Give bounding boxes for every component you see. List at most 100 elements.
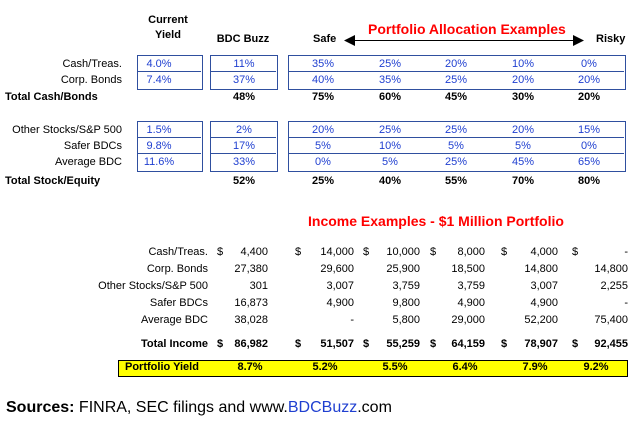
value-buzz: 4,400 <box>240 246 268 258</box>
portfolio-yield-highlight <box>118 360 628 377</box>
yield-value: 1.5% <box>146 124 172 136</box>
total-4: 70% <box>511 175 535 187</box>
row-label: Cash/Treas. <box>62 58 122 70</box>
yield-value: 4.0% <box>146 58 172 70</box>
value-4: 78,907 <box>524 338 558 350</box>
alloc-1: 40% <box>311 74 335 86</box>
value-4: 52,200 <box>524 314 558 326</box>
alloc-1: 0% <box>315 156 331 168</box>
buzz-value: 17% <box>232 140 256 152</box>
alloc-5: 0% <box>581 58 597 70</box>
buzz-value: 11% <box>233 58 255 70</box>
value-3: 4,900 <box>457 297 485 309</box>
row-label: Safer BDCs <box>63 140 122 152</box>
value-2: 5.5% <box>382 361 408 373</box>
total-2: 60% <box>378 91 402 103</box>
value-1: 3,007 <box>326 280 354 292</box>
dollar-sign: $ <box>572 338 579 350</box>
buzz-total: 48% <box>232 91 256 103</box>
dollar-sign: $ <box>363 338 370 350</box>
value-5: 14,800 <box>594 263 628 275</box>
current-yield-header-line1: Current <box>148 14 188 26</box>
total-5: 80% <box>577 175 601 187</box>
buzz-value: 33% <box>232 156 256 168</box>
value-5: 92,455 <box>594 338 628 350</box>
buzz-value: 2% <box>236 124 252 136</box>
row-label: Average BDC <box>54 156 122 168</box>
total-4: 30% <box>511 91 535 103</box>
alloc-3: 25% <box>444 74 468 86</box>
value-buzz: 8.7% <box>237 361 263 373</box>
value-4: 14,800 <box>524 263 558 275</box>
value-5: 2,255 <box>600 280 628 292</box>
value-2: 9,800 <box>392 297 420 309</box>
value-4: 4,000 <box>530 246 558 258</box>
sources-suffix: .com <box>357 399 392 416</box>
value-2: 3,759 <box>392 280 420 292</box>
allocation-title: Portfolio Allocation Examples <box>368 21 566 37</box>
value-5: - <box>624 246 628 258</box>
sources-link[interactable]: BDCBuzz <box>287 399 358 416</box>
alloc-4: 45% <box>511 156 535 168</box>
value-3: 3,759 <box>457 280 485 292</box>
alloc-3: 5% <box>448 140 464 152</box>
row-label: Portfolio Yield <box>125 361 199 373</box>
alloc-2: 25% <box>378 124 402 136</box>
value-1: 4,900 <box>326 297 354 309</box>
value-buzz: 86,982 <box>234 338 268 350</box>
alloc-5: 0% <box>581 140 597 152</box>
total-3: 45% <box>444 91 468 103</box>
yield-value: 7.4% <box>146 74 172 86</box>
value-4: 4,900 <box>530 297 558 309</box>
alloc-3: 25% <box>444 156 468 168</box>
row-label: Safer BDCs <box>149 297 208 309</box>
value-buzz: 16,873 <box>234 297 268 309</box>
total-1: 25% <box>311 175 335 187</box>
arrow-left-icon <box>344 35 355 46</box>
alloc-5: 15% <box>577 124 601 136</box>
dollar-sign: $ <box>501 338 508 350</box>
cash-yield-box <box>137 55 203 90</box>
row-label: Total Income <box>140 338 208 350</box>
yield-value: 9.8% <box>146 140 172 152</box>
row-label: Average BDC <box>140 314 208 326</box>
sources-line: Sources: FINRA, SEC filings and www.BDCB… <box>6 399 392 417</box>
value-4: 7.9% <box>522 361 548 373</box>
value-5: 9.2% <box>583 361 609 373</box>
value-2: 10,000 <box>386 246 420 258</box>
alloc-4: 20% <box>511 124 535 136</box>
value-2: 5,800 <box>392 314 420 326</box>
stock-buzz-box <box>210 121 278 172</box>
safe-risky-arrow-line <box>352 40 576 41</box>
alloc-5: 20% <box>577 74 601 86</box>
value-buzz: 27,380 <box>234 263 268 275</box>
yield-value: 11.6% <box>143 156 175 168</box>
alloc-3: 25% <box>444 124 468 136</box>
alloc-4: 5% <box>515 140 531 152</box>
current-yield-header-line2: Yield <box>155 29 181 41</box>
value-buzz: 301 <box>249 280 268 292</box>
sources-prefix: Sources: <box>6 399 75 416</box>
value-buzz: 38,028 <box>234 314 268 326</box>
dollar-sign: $ <box>217 246 224 258</box>
dollar-sign: $ <box>217 338 224 350</box>
value-3: 6.4% <box>452 361 478 373</box>
total-3: 55% <box>444 175 468 187</box>
value-3: 64,159 <box>451 338 485 350</box>
value-5: - <box>624 297 628 309</box>
dollar-sign: $ <box>430 246 437 258</box>
alloc-2: 5% <box>382 156 398 168</box>
value-1: 29,600 <box>320 263 354 275</box>
row-label: Total Stock/Equity <box>5 175 101 187</box>
row-label: Total Cash/Bonds <box>5 91 98 103</box>
total-1: 75% <box>311 91 335 103</box>
stock-allocation-box <box>288 121 626 172</box>
row-label: Corp. Bonds <box>146 263 208 275</box>
value-1: - <box>350 314 354 326</box>
value-3: 29,000 <box>451 314 485 326</box>
sources-text: FINRA, SEC filings and www. <box>74 399 288 416</box>
alloc-1: 35% <box>311 58 335 70</box>
alloc-2: 35% <box>378 74 402 86</box>
safe-header: Safe <box>313 33 337 45</box>
alloc-4: 20% <box>511 74 535 86</box>
